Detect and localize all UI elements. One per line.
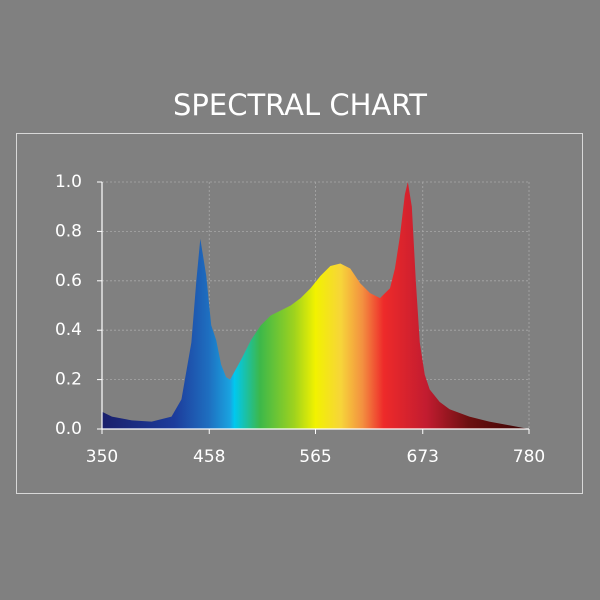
y-tick-label: 0.4: [55, 320, 82, 340]
x-tick-label: 780: [513, 447, 545, 467]
y-tick-label: 1.0: [55, 172, 82, 192]
x-tick-label: 350: [86, 447, 118, 467]
y-tick-label: 0.0: [55, 419, 82, 439]
y-tick-label: 0.8: [55, 221, 82, 241]
chart-title: SPECTRAL CHART: [173, 88, 427, 122]
chart-frame: [16, 133, 583, 494]
spectrum-area: [102, 182, 529, 429]
x-tick-label: 565: [299, 447, 331, 467]
x-tick-label: 673: [407, 447, 439, 467]
y-tick-label: 0.2: [55, 370, 82, 390]
x-tick-label: 458: [193, 447, 225, 467]
y-tick-label: 0.6: [55, 271, 82, 291]
